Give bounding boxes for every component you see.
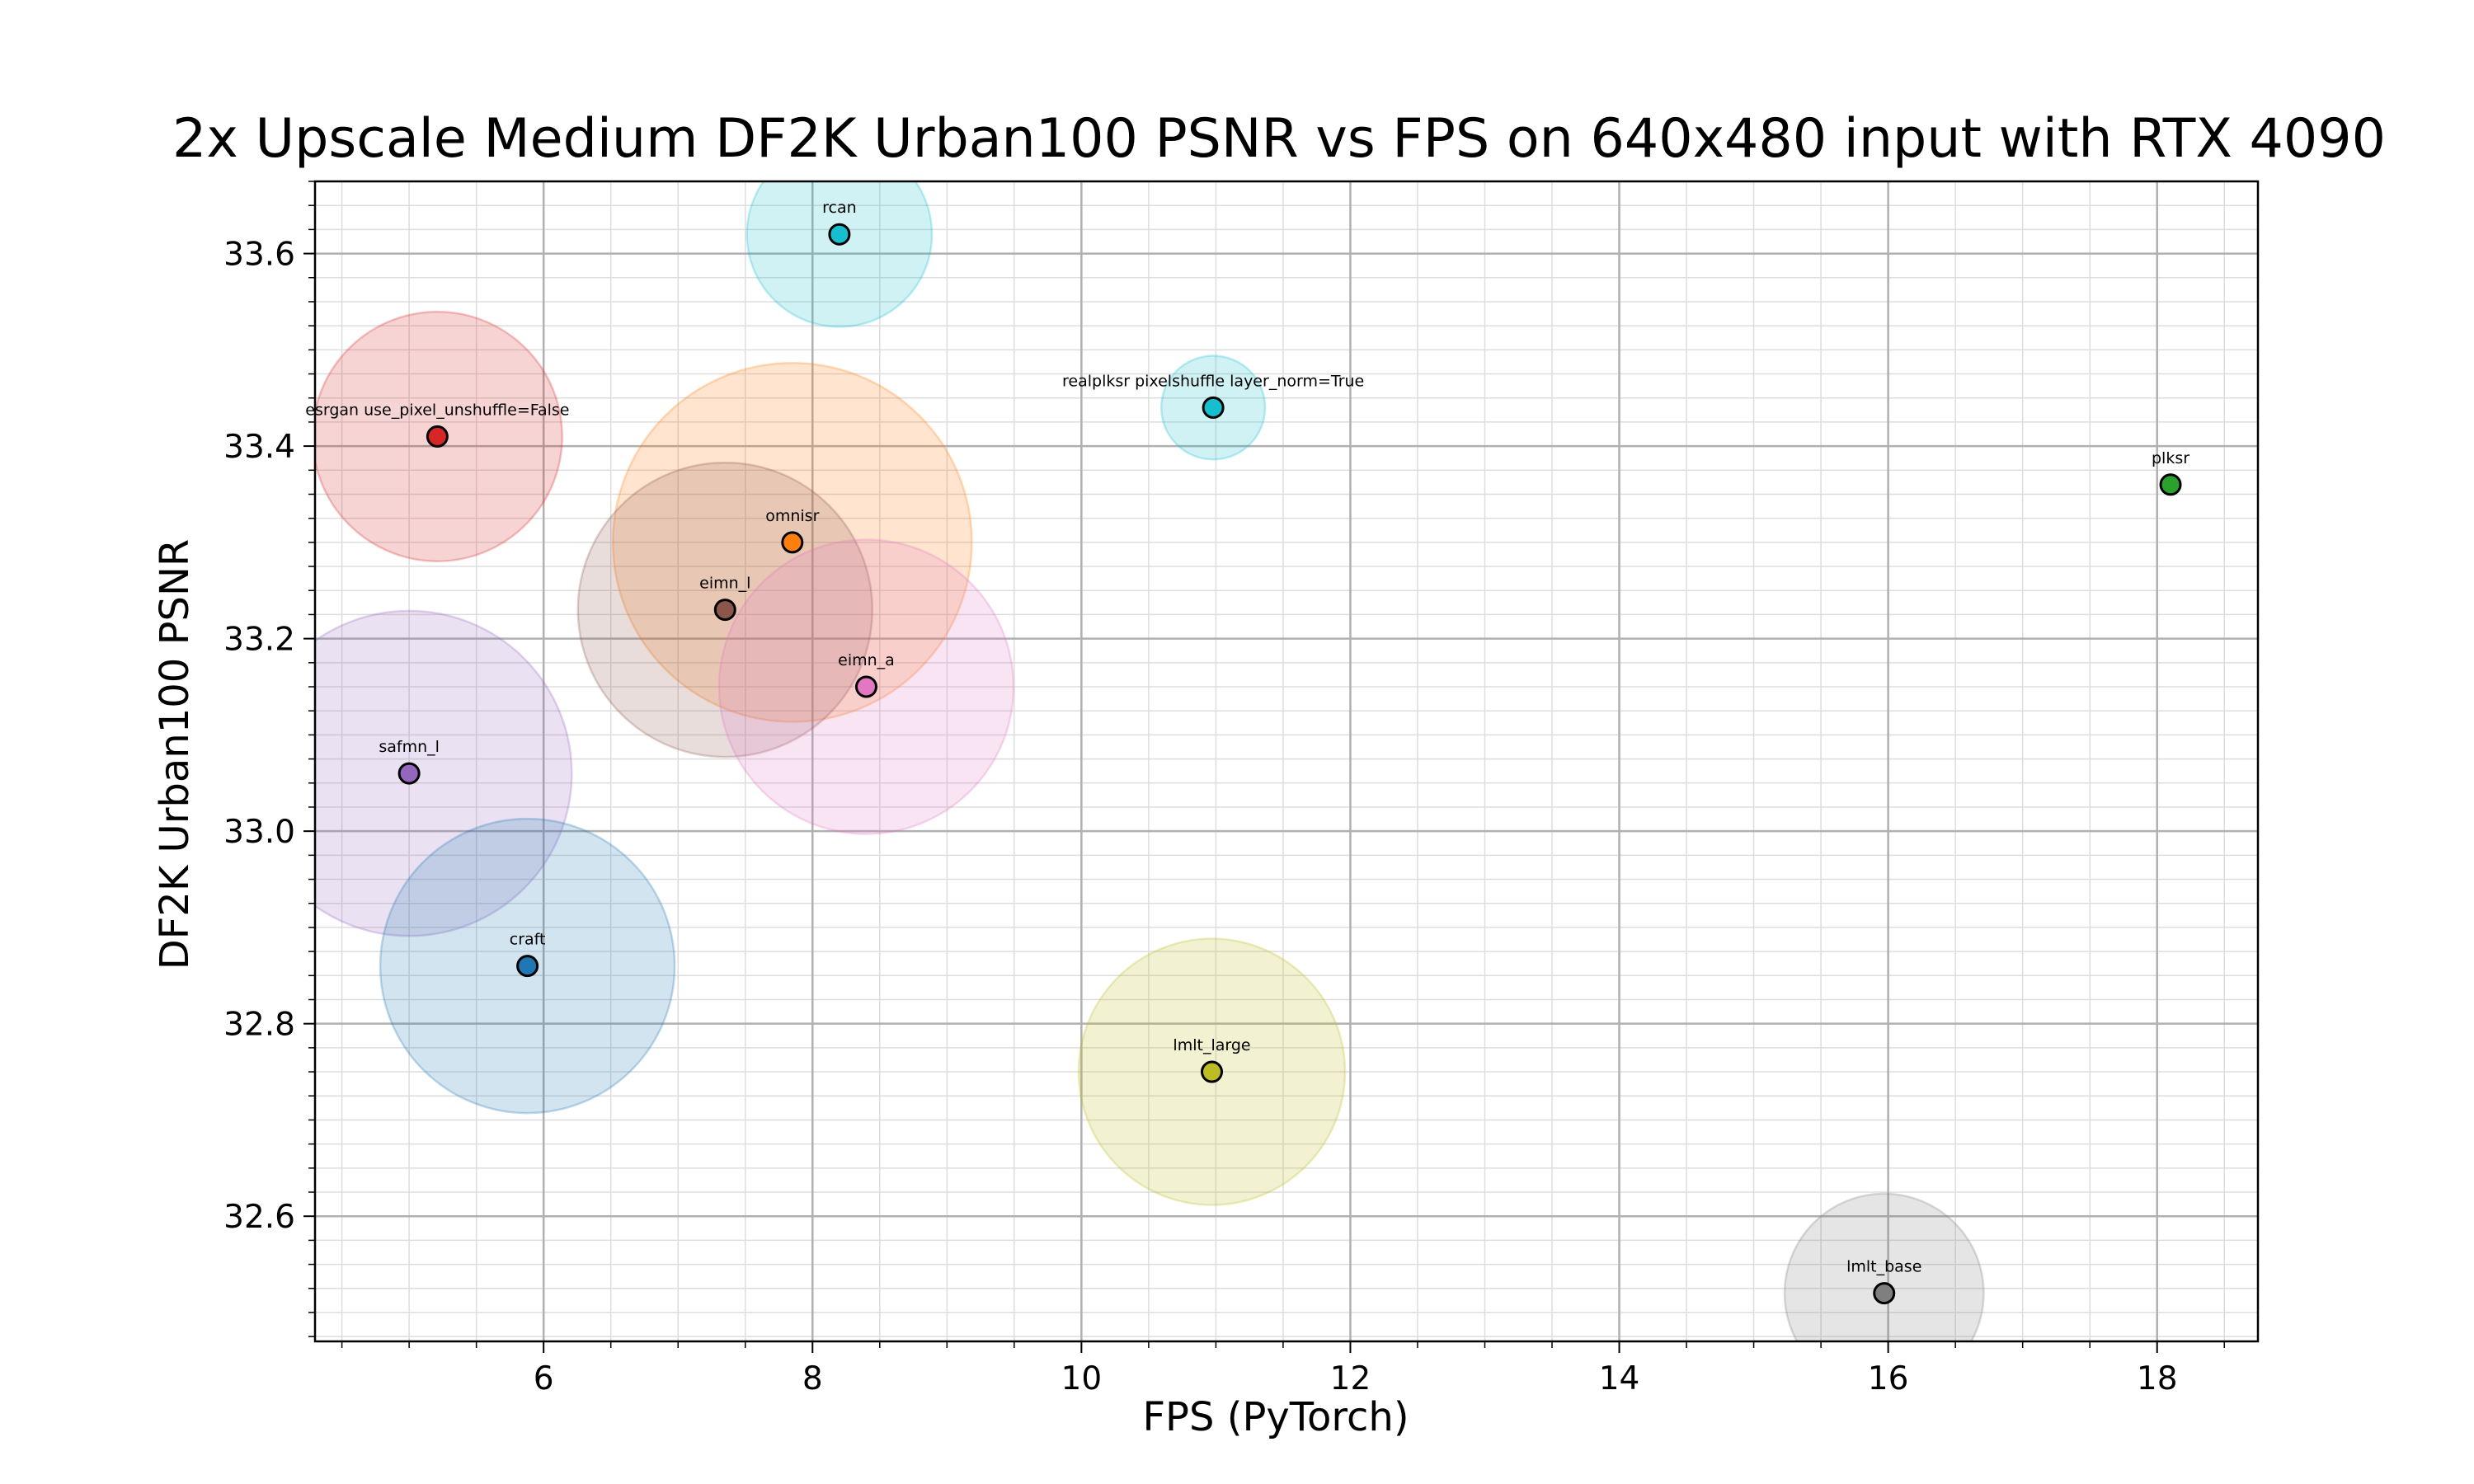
marker-esrgan-use-pixel-unshuffle-false xyxy=(426,425,449,448)
point-label-realplksr-pixelshuffle-layer-norm-true: realplksr pixelshuffle layer_norm=True xyxy=(1062,372,1364,390)
point-label-safmn-l: safmn_l xyxy=(379,738,440,756)
bubble-lmlt-base xyxy=(1783,1192,1985,1341)
point-label-esrgan-use-pixel-unshuffle-false: esrgan use_pixel_unshuffle=False xyxy=(305,401,569,419)
grid xyxy=(315,181,2258,1341)
x-tick-label: 12 xyxy=(1330,1360,1371,1397)
point-label-eimn-l: eimn_l xyxy=(699,575,750,593)
marker-lmlt-large xyxy=(1201,1060,1224,1083)
y-tick-label: 32.8 xyxy=(223,1007,295,1044)
bubble-safmn-l xyxy=(315,609,573,937)
x-tick-label: 10 xyxy=(1061,1360,1103,1397)
marker-lmlt-base xyxy=(1873,1282,1896,1305)
plot-frame xyxy=(313,180,2260,1343)
marker-plksr xyxy=(2159,473,2182,496)
marker-omnisr xyxy=(781,531,804,554)
marker-eimn-a xyxy=(854,675,877,698)
x-axis-label: FPS (PyTorch) xyxy=(1142,1394,1409,1440)
x-tick-label: 6 xyxy=(534,1360,554,1397)
marker-realplksr-pixelshuffle-layer-norm-true xyxy=(1202,396,1225,419)
y-tick-label: 32.6 xyxy=(223,1199,295,1236)
bubbles xyxy=(315,181,1985,1341)
markers xyxy=(397,223,2182,1305)
x-tick-label: 8 xyxy=(802,1360,823,1397)
marker-rcan xyxy=(828,223,851,246)
point-label-rcan: rcan xyxy=(822,199,857,217)
y-tick-label: 33.0 xyxy=(223,814,295,851)
point-label-plksr: plksr xyxy=(2152,449,2189,467)
x-tick-label: 16 xyxy=(1868,1360,1909,1397)
y-tick-label: 33.4 xyxy=(223,429,295,466)
bubble-rcan xyxy=(745,181,934,328)
point-label-lmlt-large: lmlt_large xyxy=(1173,1036,1250,1054)
x-tick-label: 14 xyxy=(1599,1360,1640,1397)
chart-title: 2x Upscale Medium DF2K Urban100 PSNR vs … xyxy=(172,108,2386,170)
marker-craft xyxy=(516,955,539,978)
y-tick-label: 33.2 xyxy=(223,622,295,659)
y-tick-label: 33.6 xyxy=(223,237,295,274)
axis-ticks: 6 8 10 12 14 16 18 32.6 32.8 33.0 33.2 33.4 33.6 xyxy=(223,181,2225,1397)
marker-safmn-l xyxy=(397,762,421,785)
point-label-craft: craft xyxy=(510,931,546,949)
x-tick-label: 18 xyxy=(2137,1360,2178,1397)
y-axis-label: DF2K Urban100 PSNR xyxy=(152,539,198,970)
point-label-lmlt-base: lmlt_base xyxy=(1846,1258,1921,1276)
point-labels: rcan realplksr pixelshuffle layer_norm=Tr… xyxy=(305,199,2189,1275)
point-label-eimn-a: eimn_a xyxy=(838,651,895,669)
marker-eimn-l xyxy=(713,599,736,622)
point-label-omnisr: omnisr xyxy=(765,507,819,525)
